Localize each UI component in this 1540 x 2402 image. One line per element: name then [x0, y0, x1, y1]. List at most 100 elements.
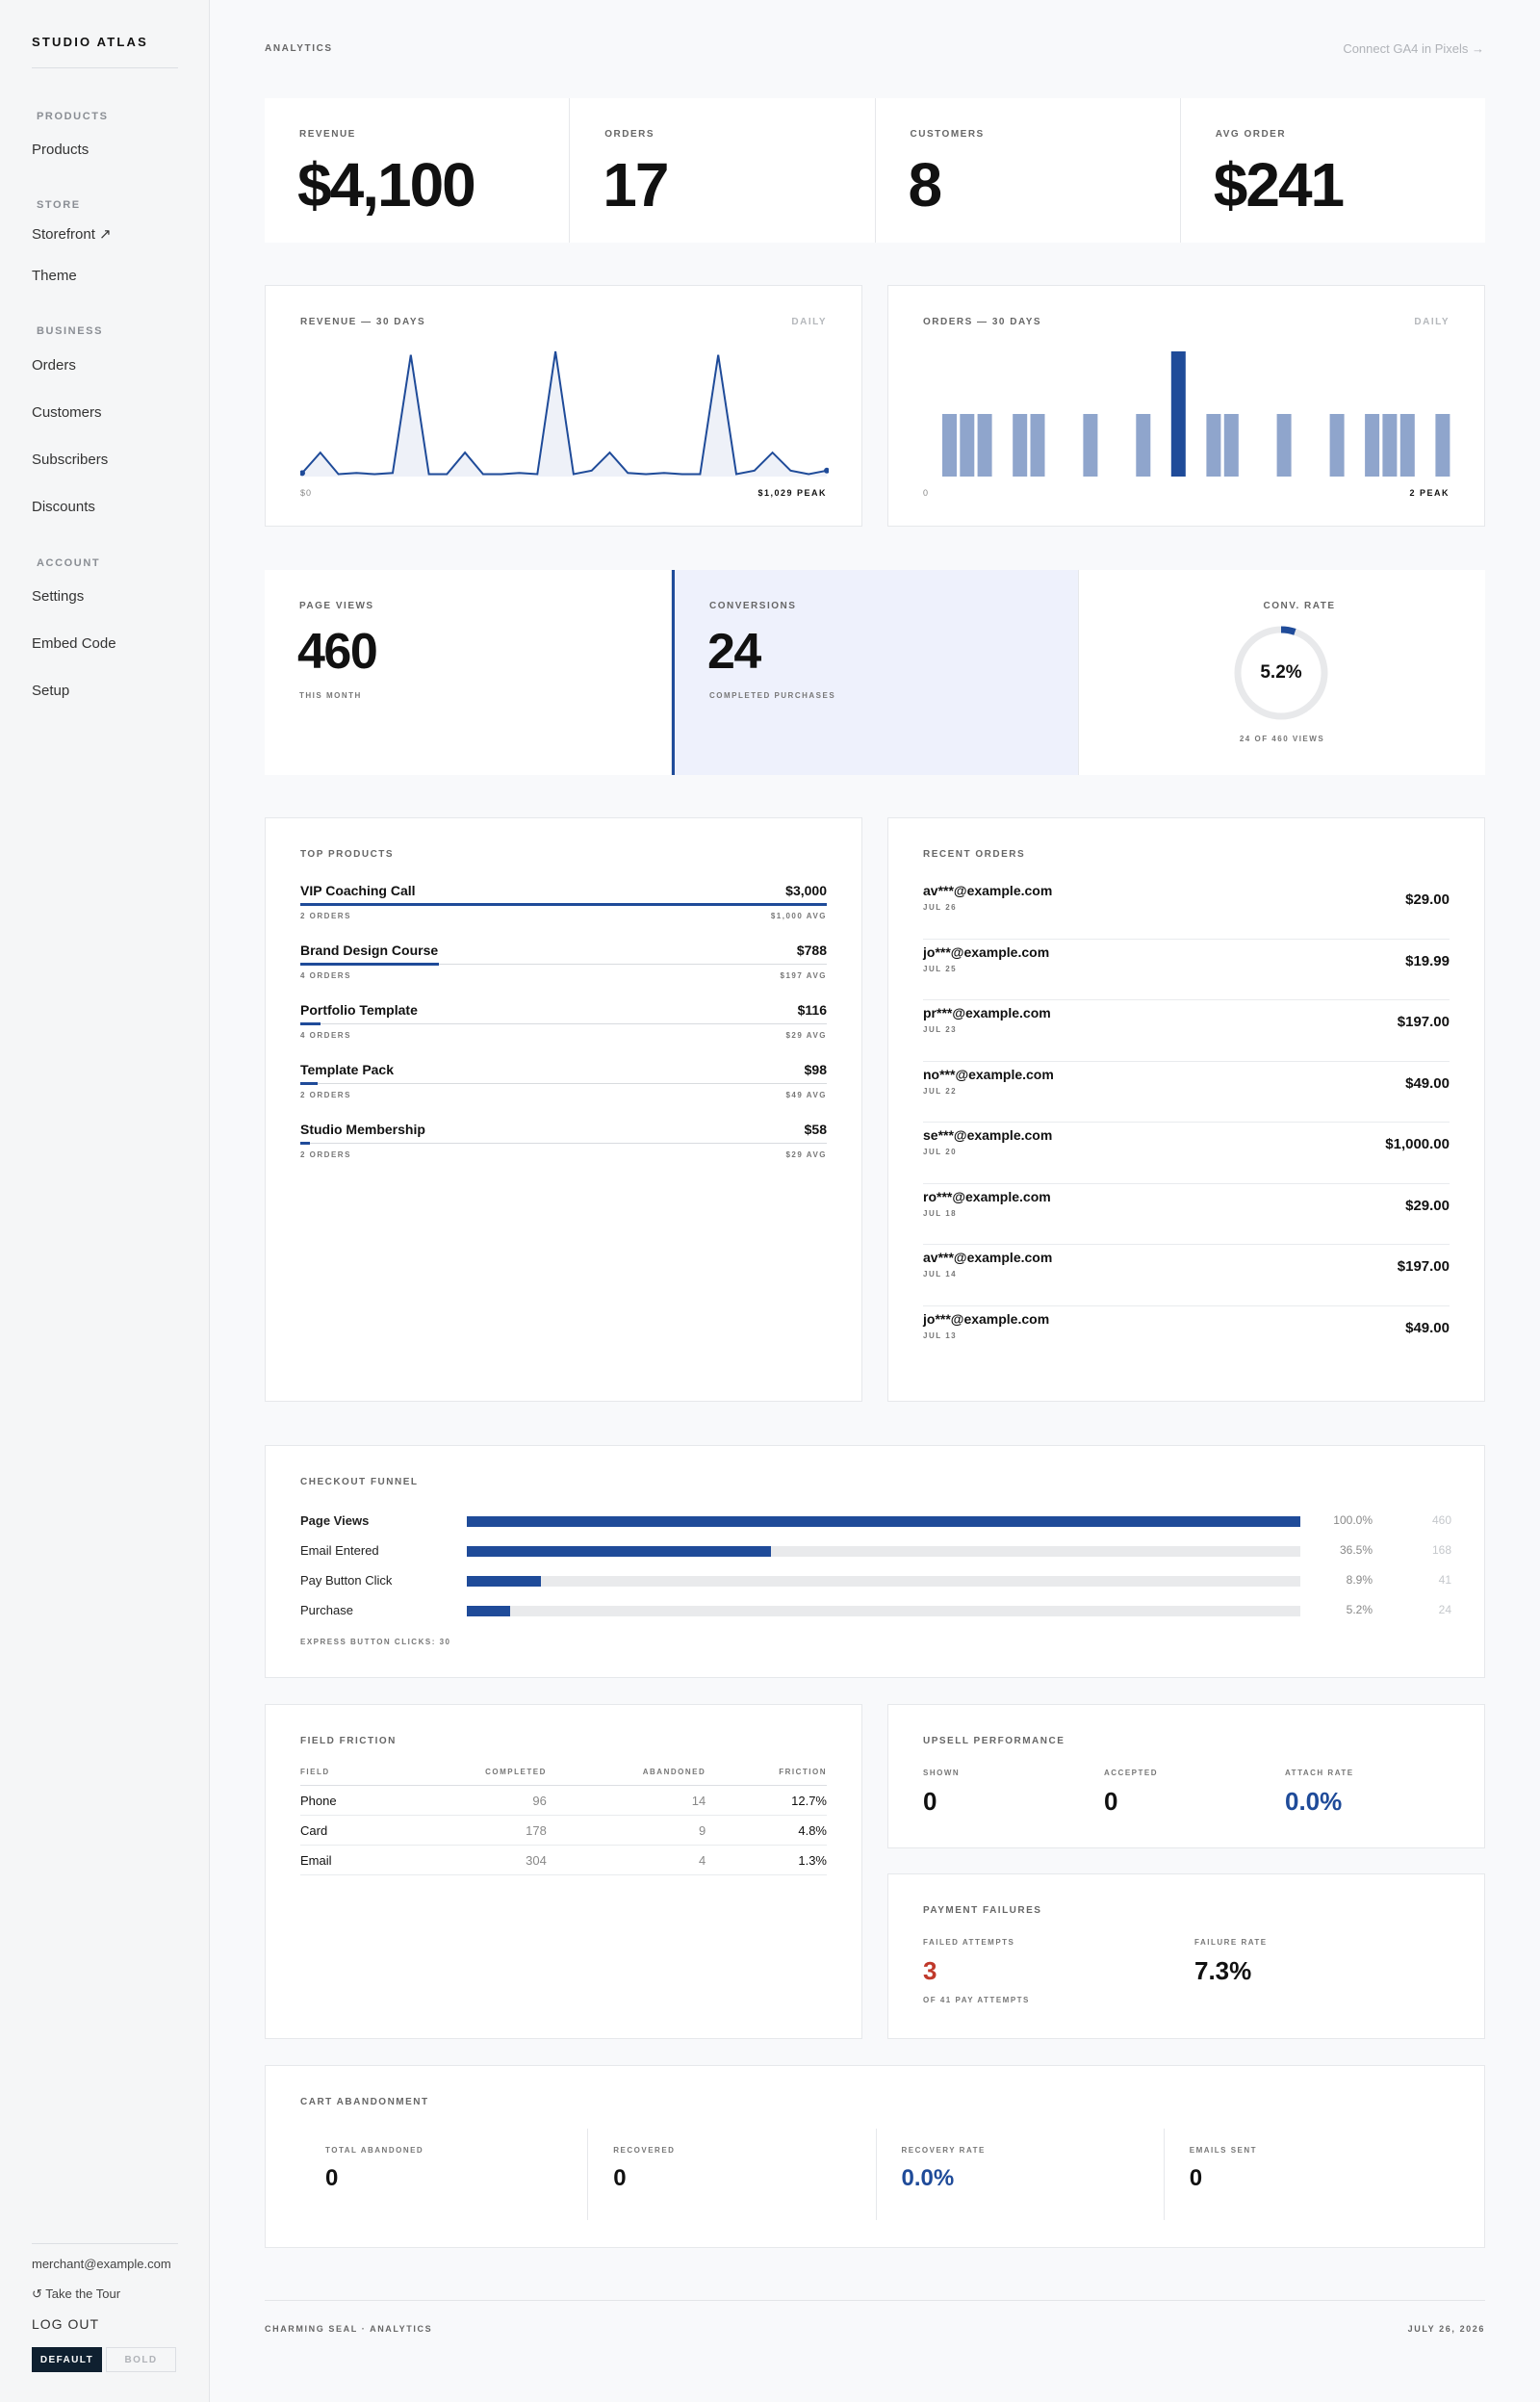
- account-email: merchant@example.com: [32, 2257, 171, 2271]
- order-email: av***@example.com: [923, 1250, 1053, 1265]
- product-name: Brand Design Course: [300, 943, 439, 958]
- stat-failure-rate: FAILURE RATE 7.3%: [1194, 1938, 1268, 1986]
- stat-value: 0.0%: [901, 2165, 955, 2191]
- orders-bar: [1399, 414, 1415, 477]
- nav-item-orders[interactable]: Orders: [32, 357, 76, 374]
- order-row[interactable]: pr***@example.com JUL 23 $197.00: [923, 1000, 1450, 1062]
- product-avg: $29 AVG: [785, 1150, 827, 1159]
- order-email: ro***@example.com: [923, 1188, 1051, 1204]
- brand-logo[interactable]: STUDIO ATLAS: [32, 35, 149, 49]
- order-row[interactable]: av***@example.com JUL 26 $29.00: [923, 878, 1450, 940]
- orders-bar: [1136, 414, 1151, 477]
- stat-label: RECOVERY RATE: [901, 2146, 986, 2155]
- nav-section-products: PRODUCTS: [37, 111, 109, 122]
- stat-label: SHOWN: [923, 1769, 961, 1777]
- product-share-fill: [300, 1082, 319, 1085]
- product-share-bar: [300, 1022, 827, 1025]
- product-name: VIP Coaching Call: [300, 883, 416, 898]
- order-row[interactable]: jo***@example.com JUL 13 $49.00: [923, 1306, 1450, 1368]
- metric-label: CONVERSIONS: [709, 601, 797, 611]
- product-name: Template Pack: [300, 1062, 395, 1077]
- orders-bar: [1276, 414, 1292, 477]
- nav-item-products[interactable]: Products: [32, 142, 90, 158]
- table-row: Card 178 9 4.8%: [300, 1815, 827, 1846]
- table-cell: Phone: [300, 1785, 392, 1816]
- order-row[interactable]: no***@example.com JUL 22 $49.00: [923, 1062, 1450, 1123]
- order-row[interactable]: jo***@example.com JUL 25 $19.99: [923, 940, 1450, 1000]
- order-email: no***@example.com: [923, 1066, 1054, 1082]
- nav-item-storefront[interactable]: Storefront ↗: [32, 226, 112, 243]
- order-amount: $29.00: [1405, 1197, 1450, 1214]
- order-date: JUL 20: [923, 1148, 958, 1156]
- card-title: PAYMENT FAILURES: [923, 1905, 1042, 1916]
- funnel-bar: [467, 1516, 1300, 1527]
- stat-emails-sent: EMAILS SENT 0: [1165, 2129, 1451, 2220]
- card-title: CART ABANDONMENT: [300, 2097, 429, 2107]
- product-share-bar: [300, 963, 827, 966]
- theme-bold-button[interactable]: BOLD: [106, 2347, 176, 2372]
- kpi-label: REVENUE: [299, 129, 356, 140]
- product-avg: $29 AVG: [785, 1031, 827, 1040]
- card-title: FIELD FRICTION: [300, 1736, 397, 1746]
- brand-divider: [32, 67, 178, 68]
- theme-default-button[interactable]: DEFAULT: [32, 2347, 102, 2372]
- take-tour-link[interactable]: ↺ Take the Tour: [32, 2286, 121, 2301]
- product-share-fill: [300, 1142, 311, 1145]
- product-orders: 4 ORDERS: [300, 1031, 351, 1040]
- product-revenue: $98: [804, 1062, 827, 1077]
- connect-ga4-link[interactable]: Connect GA4 in Pixels →: [1343, 41, 1484, 56]
- stat-label: ACCEPTED: [1104, 1769, 1159, 1777]
- stat-shown: SHOWN 0: [923, 1769, 960, 1817]
- product-share-fill: [300, 963, 439, 966]
- orders-bar: [1223, 414, 1239, 477]
- upsell-card: UPSELL PERFORMANCE SHOWN 0 ACCEPTED 0 AT…: [887, 1704, 1485, 1848]
- product-revenue: $3,000: [785, 883, 827, 898]
- product-row: Brand Design Course $788 4 ORDERS $197 AVG: [300, 943, 827, 1002]
- funnel-step-count: 41: [1438, 1573, 1451, 1587]
- order-row[interactable]: av***@example.com JUL 14 $197.00: [923, 1245, 1450, 1306]
- nav-item-theme[interactable]: Theme: [32, 268, 77, 284]
- nav-item-subscribers[interactable]: Subscribers: [32, 452, 109, 468]
- order-row[interactable]: se***@example.com JUL 20 $1,000.00: [923, 1123, 1450, 1184]
- page-title: ANALYTICS: [265, 43, 333, 54]
- order-amount: $197.00: [1397, 1258, 1450, 1275]
- chart-min-label: $0: [300, 488, 313, 498]
- metric-conversions: CONVERSIONS 24 COMPLETED PURCHASES: [672, 570, 1079, 775]
- logout-button[interactable]: LOG OUT: [32, 2316, 100, 2332]
- table-row: Phone 96 14 12.7%: [300, 1785, 827, 1816]
- table-cell: 96: [391, 1785, 547, 1816]
- stat-total-abandoned: TOTAL ABANDONED 0: [300, 2129, 589, 2220]
- stat-value: 3: [923, 1956, 937, 1985]
- nav-item-customers[interactable]: Customers: [32, 404, 102, 421]
- table-cell: 304: [391, 1845, 547, 1875]
- metric-sub: COMPLETED PURCHASES: [709, 691, 836, 700]
- nav-item-setup[interactable]: Setup: [32, 683, 70, 699]
- revenue-chart-card: REVENUE — 30 DAYS DAILY $0 $1,029 PEAK: [265, 285, 862, 527]
- product-orders: 2 ORDERS: [300, 1150, 351, 1159]
- orders-bar-chart: [942, 351, 1450, 477]
- nav-item-embed-code[interactable]: Embed Code: [32, 635, 116, 652]
- order-amount: $19.99: [1405, 952, 1450, 969]
- kpi-value: $241: [1213, 150, 1345, 220]
- revenue-line-chart: [300, 350, 829, 477]
- table-cell: 12.7%: [706, 1785, 827, 1816]
- orders-bar: [1382, 414, 1398, 477]
- nav-item-discounts[interactable]: Discounts: [32, 499, 95, 515]
- funnel-bar: [467, 1546, 1300, 1557]
- nav-item-settings[interactable]: Settings: [32, 588, 85, 605]
- kpi-label: AVG ORDER: [1215, 129, 1287, 140]
- order-date: JUL 18: [923, 1208, 958, 1218]
- funnel-step: Purchase 5.2% 24: [300, 1601, 1451, 1620]
- orders-bar: [942, 414, 957, 477]
- table-cell: 4.8%: [706, 1815, 827, 1846]
- funnel-step-count: 168: [1431, 1543, 1451, 1557]
- stat-value: 7.3%: [1194, 1956, 1252, 1985]
- table-cell: Card: [300, 1815, 392, 1846]
- order-row[interactable]: ro***@example.com JUL 18 $29.00: [923, 1184, 1450, 1245]
- order-email: jo***@example.com: [923, 943, 1050, 960]
- product-orders: 2 ORDERS: [300, 912, 351, 920]
- nav-section-business: BUSINESS: [37, 325, 104, 337]
- order-email: se***@example.com: [923, 1127, 1053, 1143]
- nav-section-account: ACCOUNT: [37, 557, 101, 569]
- metric-value: 460: [297, 624, 378, 680]
